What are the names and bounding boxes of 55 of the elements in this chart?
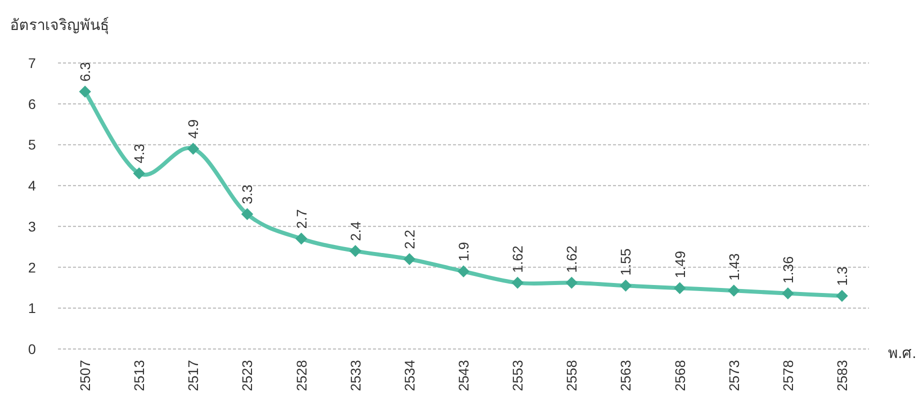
x-tick-label: 2507: [77, 360, 94, 392]
point: [512, 276, 524, 289]
x-tick-label: 2578: [780, 360, 796, 392]
x-tick-label: 2568: [672, 360, 688, 392]
point: [349, 244, 362, 257]
point: [728, 284, 740, 297]
data-label: 1.55: [618, 248, 634, 276]
data-label: 1.3: [834, 266, 850, 286]
data-label: 1.62: [564, 245, 580, 273]
y-axis-title: อัตราเจริญพันธุ์: [10, 17, 109, 35]
data-label: 1.62: [510, 245, 526, 273]
x-tick-label: 2517: [185, 360, 202, 392]
y-tick-label: 4: [28, 178, 36, 194]
point: [458, 265, 470, 278]
data-label: 2.4: [347, 221, 364, 241]
data-label: 3.3: [239, 184, 256, 204]
point: [187, 142, 200, 155]
x-tick-label: 2583: [834, 360, 850, 392]
x-tick-label: 2563: [618, 360, 634, 392]
y-tick-label: 6: [28, 96, 36, 112]
x-tick-label: 2573: [726, 360, 742, 392]
x-tick-label: 2513: [131, 360, 148, 392]
x-tick-label: 2533: [347, 360, 364, 392]
x-tick-label: 2558: [564, 360, 580, 392]
data-label: 4.3: [131, 144, 148, 164]
point: [566, 276, 578, 289]
point: [620, 280, 632, 292]
data-label: 1.43: [726, 253, 742, 281]
data-label: 6.3: [77, 62, 94, 82]
data-label: 1.49: [672, 250, 688, 278]
x-tick-label: 2523: [239, 360, 256, 392]
y-tick-label: 5: [28, 136, 36, 153]
y-tick-label: 0: [28, 341, 36, 357]
y-tick-label: 2: [28, 259, 36, 276]
y-tick-label: 3: [28, 218, 36, 234]
point: [79, 86, 92, 98]
data-label: 2.7: [293, 209, 310, 229]
point: [836, 290, 848, 302]
point: [674, 282, 686, 294]
point: [782, 287, 794, 300]
y-tick-label: 7: [28, 55, 36, 71]
x-tick-label: 2528: [293, 360, 310, 392]
data-label: 2.2: [401, 229, 418, 250]
point: [295, 232, 308, 245]
x-tick-label: 2553: [510, 360, 526, 392]
data-label: 4.9: [185, 119, 202, 139]
point: [133, 167, 146, 180]
data-label: 1.9: [456, 242, 472, 262]
point: [403, 253, 416, 266]
data-label: 1.36: [780, 256, 796, 284]
x-tick-label: 2543: [456, 360, 472, 392]
y-tick-label: 1: [28, 300, 36, 316]
x-tick-label: 2534: [401, 360, 418, 392]
point: [241, 208, 254, 220]
x-axis-title: พ.ศ.: [888, 345, 916, 362]
